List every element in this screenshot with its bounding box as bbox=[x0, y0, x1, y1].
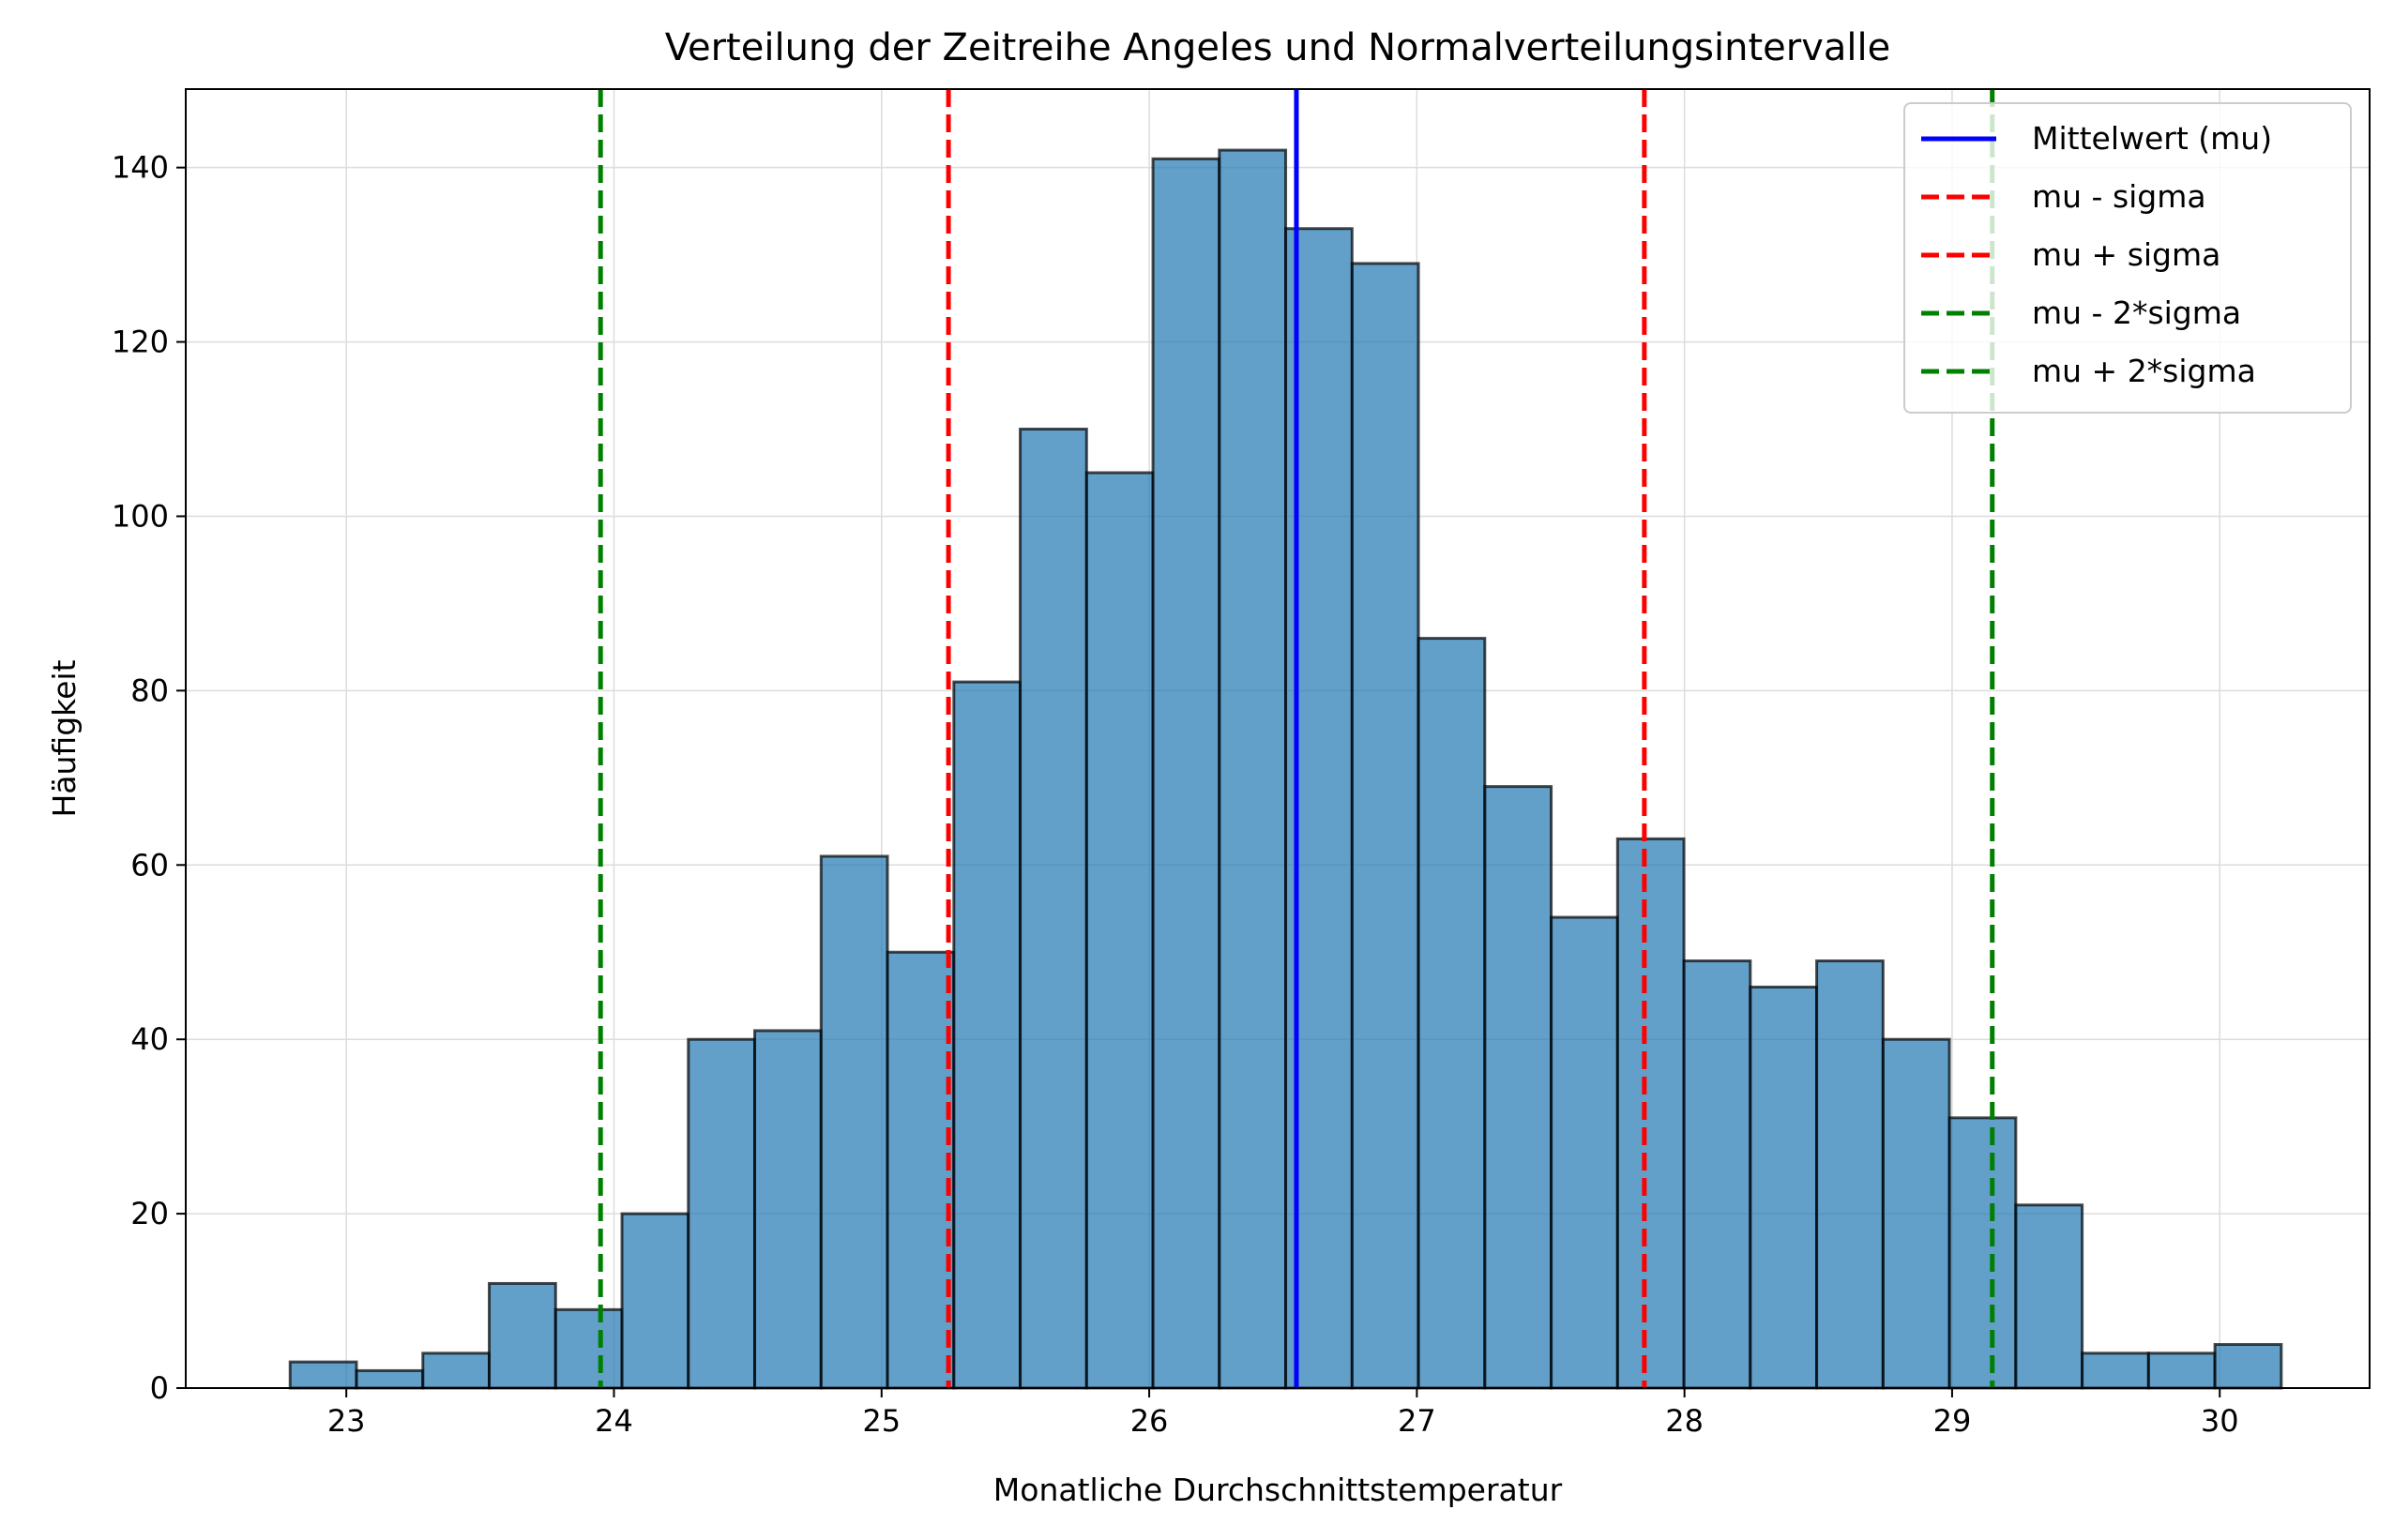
histogram-bar bbox=[1019, 428, 1088, 1390]
histogram-bar bbox=[687, 1037, 757, 1390]
plot-frame bbox=[185, 88, 2371, 1389]
x-axis-label: Monatliche Durchschnittstemperatur bbox=[993, 1472, 1563, 1508]
legend-box bbox=[1903, 102, 2352, 414]
y-tick-label: 40 bbox=[130, 1021, 169, 1057]
y-tick-label: 80 bbox=[130, 672, 169, 708]
axis-ticks: 23 24 25 26 27 28 29 30 0 20 40 60 80 100 120 140 bbox=[112, 150, 2239, 1439]
histogram-bar bbox=[1417, 637, 1487, 1390]
y-tick-label: 20 bbox=[130, 1196, 169, 1231]
x-tick-label: 26 bbox=[1130, 1403, 1169, 1439]
histogram-bar bbox=[886, 950, 956, 1390]
histogram-bar bbox=[288, 1360, 358, 1390]
histogram-bar bbox=[2146, 1351, 2217, 1390]
chart-title: Verteilung der Zeitreihe Angeles und Nor… bbox=[665, 26, 1891, 69]
legend-label: mu + sigma bbox=[2032, 236, 2220, 273]
x-tick-label: 24 bbox=[595, 1403, 633, 1439]
histogram-bar bbox=[553, 1307, 624, 1390]
histogram-bar bbox=[1682, 959, 1752, 1390]
histogram-bar bbox=[1550, 915, 1619, 1390]
x-tick-label: 25 bbox=[862, 1403, 901, 1439]
histogram-bar bbox=[952, 680, 1023, 1390]
histogram-bar bbox=[2081, 1351, 2150, 1390]
histogram-bar bbox=[1881, 1037, 1951, 1390]
legend-label: Mittelwert (mu) bbox=[2032, 120, 2272, 157]
y-tick-label: 120 bbox=[112, 325, 169, 360]
histogram-bar bbox=[753, 1029, 823, 1390]
legend-label: mu - sigma bbox=[2032, 178, 2206, 215]
legend: Mittelwert (mu) mu - sigma mu + sigma mu - … bbox=[1903, 102, 2352, 414]
x-tick-label: 28 bbox=[1665, 1403, 1704, 1439]
histogram-bar bbox=[1151, 157, 1221, 1390]
y-tick-label: 100 bbox=[112, 498, 169, 534]
y-axis-label: Häufigkeit bbox=[46, 659, 83, 817]
histogram-bar bbox=[1947, 1116, 2018, 1390]
histogram-bar bbox=[1218, 148, 1288, 1390]
x-tick-label: 23 bbox=[327, 1403, 366, 1439]
histogram-bar bbox=[421, 1351, 492, 1390]
histogram-bar bbox=[620, 1212, 690, 1390]
histogram-bar bbox=[1815, 959, 1885, 1390]
histogram-bar bbox=[488, 1281, 557, 1390]
histogram-bar bbox=[1084, 471, 1155, 1390]
x-tick-label: 27 bbox=[1398, 1403, 1436, 1439]
x-tick-label: 29 bbox=[1933, 1403, 1972, 1439]
x-tick-label: 30 bbox=[2201, 1403, 2239, 1439]
y-tick-label: 140 bbox=[112, 150, 169, 186]
legend-label: mu - 2*sigma bbox=[2032, 294, 2241, 331]
histogram-bar bbox=[2213, 1343, 2283, 1390]
y-tick-label: 60 bbox=[130, 847, 169, 883]
histogram-bar bbox=[1749, 985, 1819, 1390]
histogram-bar bbox=[355, 1368, 425, 1390]
histogram-bar bbox=[1615, 837, 1686, 1390]
legend-label: mu + 2*sigma bbox=[2032, 353, 2256, 389]
y-tick-label: 0 bbox=[150, 1370, 169, 1406]
histogram-bar bbox=[1483, 785, 1553, 1390]
histogram-bar bbox=[2014, 1203, 2084, 1390]
histogram-bar bbox=[1350, 262, 1420, 1390]
histogram-bar bbox=[819, 854, 889, 1390]
